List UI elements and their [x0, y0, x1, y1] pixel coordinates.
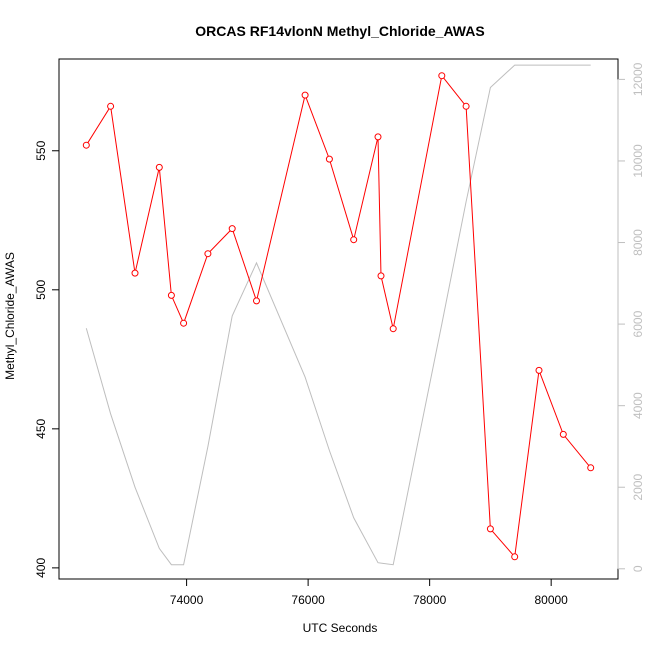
y2-tick-label: 12000	[631, 62, 645, 96]
data-point	[107, 102, 115, 110]
data-point	[389, 325, 397, 333]
data-point	[301, 91, 309, 99]
y-axis-label: Methyl_Chloride_AWAS	[3, 252, 17, 380]
y-tick-label: 400	[34, 558, 48, 578]
chart-title: ORCAS RF14vlonN Methyl_Chloride_AWAS	[195, 23, 484, 39]
y2-tick-label: 10000	[631, 144, 645, 178]
data-point	[374, 133, 382, 141]
series-line-right	[85, 64, 591, 566]
data-point	[438, 72, 446, 80]
y2-tick-label: 0	[631, 565, 645, 572]
data-point	[253, 297, 260, 305]
y-tick-label: 450	[34, 419, 48, 439]
data-point	[228, 225, 236, 233]
data-point	[486, 525, 494, 533]
x-axis: 74000 76000 78000 80000	[170, 578, 568, 607]
y2-tick-label: 8000	[631, 229, 645, 256]
data-point	[180, 319, 188, 327]
data-point	[350, 236, 358, 244]
data-point	[82, 141, 90, 149]
y-tick-label: 500	[34, 279, 48, 299]
y-axis-right: 0 2000 4000 6000 8000 10000 12000	[617, 62, 645, 572]
data-point	[559, 430, 567, 438]
data-point	[204, 250, 212, 258]
data-point	[377, 272, 385, 280]
y2-tick-label: 2000	[631, 474, 645, 501]
x-tick-label: 80000	[534, 593, 568, 607]
data-point	[155, 163, 163, 171]
data-point	[511, 553, 519, 561]
y-axis-left: 400 450 500 550	[34, 140, 60, 578]
x-axis-label: UTC Seconds	[303, 621, 378, 635]
data-point	[167, 291, 175, 299]
x-tick-label: 78000	[413, 593, 447, 607]
data-point	[325, 155, 333, 163]
series-layer	[82, 64, 595, 566]
data-point	[587, 464, 595, 472]
data-point	[131, 269, 139, 277]
y-tick-label: 550	[34, 140, 48, 160]
x-tick-label: 76000	[291, 593, 325, 607]
series-line-left	[85, 74, 592, 558]
data-point	[462, 102, 470, 110]
data-point	[535, 366, 543, 374]
x-tick-label: 74000	[170, 593, 204, 607]
y2-tick-label: 6000	[631, 310, 645, 337]
y2-tick-label: 4000	[631, 392, 645, 419]
